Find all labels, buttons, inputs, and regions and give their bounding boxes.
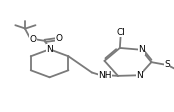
Text: N: N: [136, 71, 143, 80]
Text: NH: NH: [98, 71, 112, 80]
Text: O: O: [56, 34, 63, 43]
Text: O: O: [29, 35, 36, 44]
Text: S: S: [164, 60, 170, 69]
Text: N: N: [138, 45, 145, 54]
Text: Cl: Cl: [116, 28, 125, 37]
Text: N: N: [46, 45, 53, 54]
